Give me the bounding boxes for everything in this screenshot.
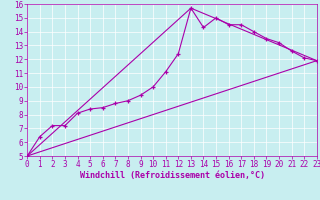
X-axis label: Windchill (Refroidissement éolien,°C): Windchill (Refroidissement éolien,°C) xyxy=(79,171,265,180)
